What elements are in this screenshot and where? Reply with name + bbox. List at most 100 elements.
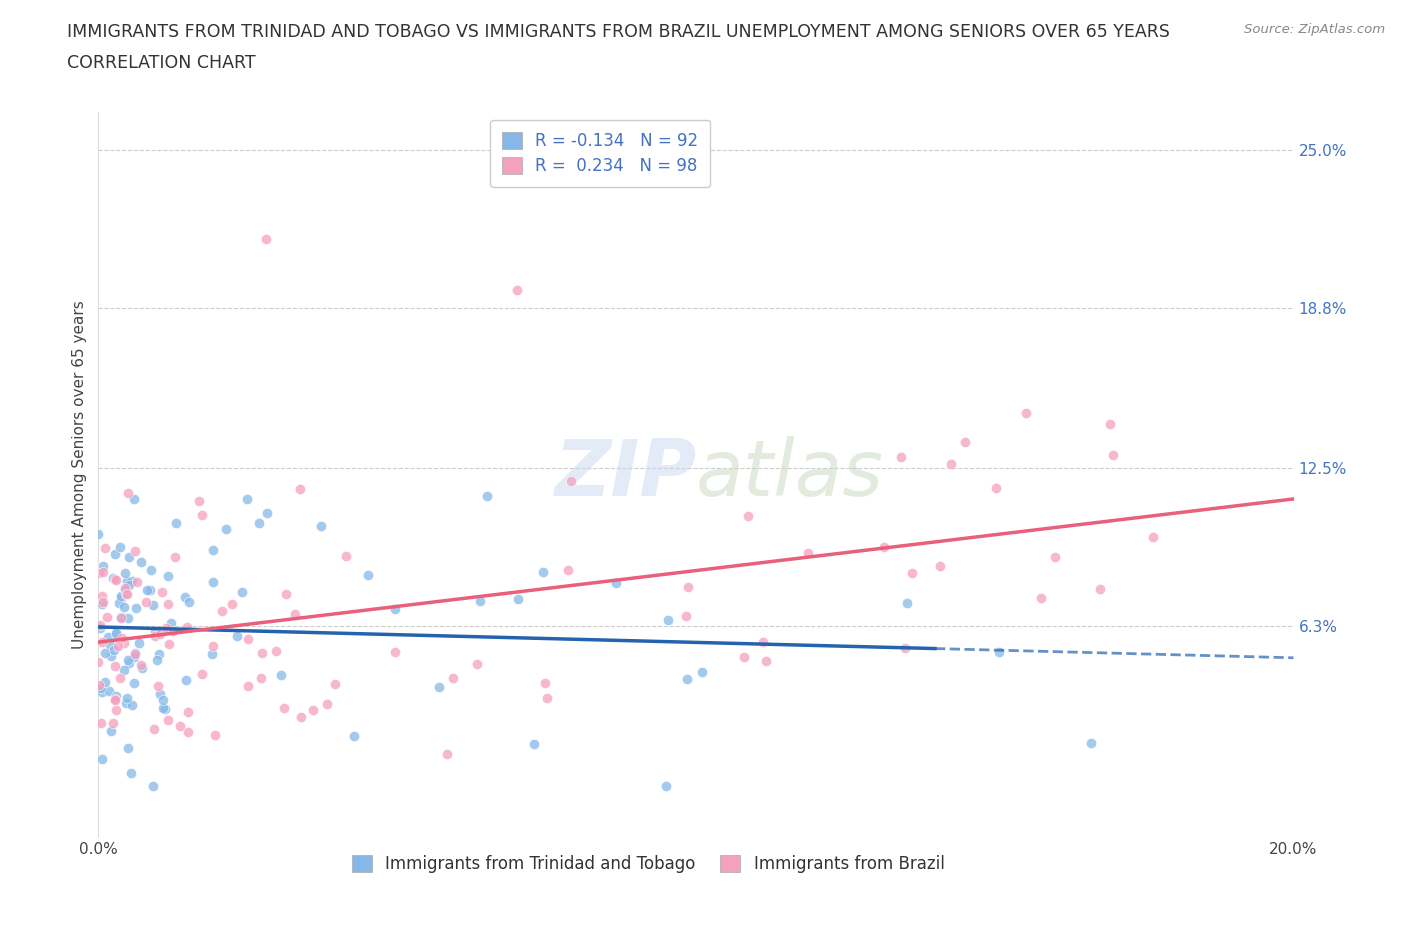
Point bbox=[94, 645, 117, 660]
Point bbox=[150, 584, 173, 599]
Point bbox=[152, 693, 174, 708]
Point bbox=[122, 491, 145, 506]
Point bbox=[105, 627, 128, 642]
Point bbox=[98, 637, 121, 652]
Point bbox=[117, 740, 139, 755]
Point bbox=[290, 710, 312, 724]
Point bbox=[536, 691, 558, 706]
Point bbox=[91, 589, 114, 604]
Point bbox=[111, 631, 134, 645]
Point bbox=[104, 658, 127, 673]
Point bbox=[250, 645, 273, 660]
Point bbox=[117, 611, 139, 626]
Point bbox=[751, 635, 773, 650]
Point bbox=[117, 486, 139, 501]
Point bbox=[1088, 581, 1111, 596]
Point bbox=[125, 601, 148, 616]
Point bbox=[202, 639, 225, 654]
Point bbox=[676, 579, 699, 594]
Point bbox=[202, 575, 225, 590]
Point bbox=[560, 473, 582, 488]
Point bbox=[146, 652, 169, 667]
Y-axis label: Unemployment Among Seniors over 65 years: Unemployment Among Seniors over 65 years bbox=[72, 300, 87, 649]
Point bbox=[657, 613, 679, 628]
Point bbox=[127, 575, 149, 590]
Point bbox=[156, 596, 179, 611]
Point bbox=[465, 657, 488, 671]
Text: atlas: atlas bbox=[696, 436, 884, 512]
Point bbox=[201, 647, 224, 662]
Point bbox=[89, 620, 111, 635]
Point bbox=[191, 507, 214, 522]
Point bbox=[797, 546, 820, 561]
Point bbox=[211, 604, 233, 618]
Point bbox=[284, 607, 307, 622]
Point bbox=[159, 636, 181, 651]
Point bbox=[1098, 417, 1121, 432]
Text: ZIP: ZIP bbox=[554, 436, 696, 512]
Point bbox=[90, 681, 112, 696]
Point bbox=[124, 645, 146, 660]
Point bbox=[131, 660, 153, 675]
Point bbox=[121, 698, 143, 712]
Point bbox=[118, 656, 141, 671]
Point bbox=[176, 724, 198, 739]
Point bbox=[110, 611, 132, 626]
Point bbox=[176, 619, 198, 634]
Point bbox=[152, 700, 174, 715]
Point bbox=[221, 596, 243, 611]
Point bbox=[87, 678, 110, 693]
Point bbox=[929, 559, 952, 574]
Point bbox=[91, 635, 114, 650]
Point bbox=[165, 516, 187, 531]
Point bbox=[733, 650, 755, 665]
Text: IMMIGRANTS FROM TRINIDAD AND TOBAGO VS IMMIGRANTS FROM BRAZIL UNEMPLOYMENT AMONG: IMMIGRANTS FROM TRINIDAD AND TOBAGO VS I… bbox=[67, 23, 1170, 41]
Point bbox=[112, 663, 135, 678]
Point bbox=[87, 527, 110, 542]
Point bbox=[148, 646, 170, 661]
Point bbox=[146, 678, 169, 693]
Point bbox=[107, 638, 129, 653]
Point bbox=[1031, 591, 1053, 605]
Point bbox=[118, 550, 141, 565]
Point bbox=[91, 751, 114, 766]
Point bbox=[250, 671, 273, 685]
Point bbox=[177, 594, 200, 609]
Point bbox=[124, 543, 146, 558]
Point bbox=[247, 516, 270, 531]
Point bbox=[94, 674, 117, 689]
Point bbox=[236, 631, 259, 646]
Point bbox=[1043, 550, 1066, 565]
Point bbox=[91, 565, 114, 579]
Point bbox=[309, 518, 332, 533]
Point bbox=[941, 456, 963, 471]
Point bbox=[605, 576, 627, 591]
Point bbox=[436, 747, 458, 762]
Point bbox=[1142, 529, 1164, 544]
Point bbox=[91, 558, 114, 573]
Point bbox=[100, 724, 122, 738]
Point bbox=[226, 628, 249, 643]
Point bbox=[131, 554, 153, 569]
Point bbox=[142, 598, 165, 613]
Point bbox=[101, 716, 124, 731]
Point bbox=[231, 584, 253, 599]
Point bbox=[108, 671, 131, 685]
Point bbox=[274, 586, 297, 601]
Point bbox=[531, 565, 554, 579]
Point bbox=[202, 542, 225, 557]
Point bbox=[110, 609, 132, 624]
Point bbox=[254, 232, 277, 246]
Point bbox=[104, 547, 127, 562]
Point bbox=[135, 582, 157, 597]
Point bbox=[325, 677, 347, 692]
Point bbox=[204, 728, 226, 743]
Point bbox=[191, 667, 214, 682]
Point bbox=[104, 692, 127, 707]
Point bbox=[335, 549, 357, 564]
Point bbox=[100, 648, 122, 663]
Point bbox=[97, 630, 120, 644]
Point bbox=[98, 684, 121, 698]
Point bbox=[676, 671, 699, 686]
Point bbox=[315, 697, 337, 711]
